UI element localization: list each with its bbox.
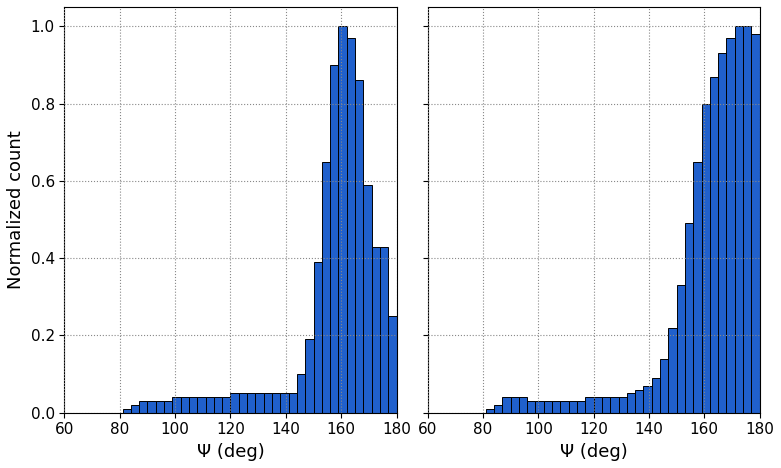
Bar: [577, 401, 585, 413]
Bar: [388, 316, 397, 413]
Bar: [519, 397, 527, 413]
Bar: [651, 378, 660, 413]
Bar: [372, 247, 380, 413]
Bar: [330, 65, 338, 413]
Bar: [743, 26, 751, 413]
Bar: [561, 401, 569, 413]
X-axis label: Ψ (deg): Ψ (deg): [197, 443, 264, 461]
Bar: [148, 401, 155, 413]
Bar: [355, 80, 363, 413]
Bar: [685, 223, 694, 413]
Bar: [594, 397, 602, 413]
Bar: [305, 339, 313, 413]
Bar: [494, 405, 502, 413]
Bar: [552, 401, 561, 413]
Bar: [230, 394, 239, 413]
Bar: [205, 397, 214, 413]
Bar: [222, 397, 230, 413]
Bar: [610, 397, 619, 413]
Bar: [198, 397, 205, 413]
Bar: [131, 405, 139, 413]
Bar: [264, 394, 272, 413]
Y-axis label: Normalized count: Normalized count: [7, 131, 25, 289]
Bar: [627, 394, 635, 413]
Bar: [669, 328, 676, 413]
Bar: [726, 38, 735, 413]
Bar: [322, 161, 330, 413]
Bar: [313, 262, 322, 413]
Bar: [544, 401, 552, 413]
Bar: [486, 409, 494, 413]
Bar: [660, 358, 669, 413]
Bar: [180, 397, 189, 413]
Bar: [139, 401, 148, 413]
Bar: [676, 285, 685, 413]
Bar: [297, 374, 305, 413]
Bar: [363, 185, 372, 413]
Bar: [585, 397, 594, 413]
Bar: [527, 401, 536, 413]
Bar: [247, 394, 255, 413]
Bar: [338, 26, 347, 413]
Bar: [164, 401, 173, 413]
Bar: [155, 401, 164, 413]
Bar: [644, 386, 651, 413]
Bar: [272, 394, 280, 413]
Bar: [718, 53, 726, 413]
Bar: [502, 397, 511, 413]
Bar: [701, 103, 710, 413]
Bar: [173, 397, 180, 413]
Bar: [289, 394, 297, 413]
Bar: [189, 397, 198, 413]
Bar: [380, 247, 388, 413]
Bar: [536, 401, 544, 413]
Bar: [602, 397, 610, 413]
Bar: [123, 409, 131, 413]
Bar: [735, 26, 743, 413]
Bar: [280, 394, 289, 413]
Bar: [255, 394, 264, 413]
Bar: [214, 397, 222, 413]
Bar: [694, 161, 701, 413]
Bar: [751, 34, 760, 413]
Bar: [239, 394, 247, 413]
Bar: [710, 76, 718, 413]
Bar: [619, 397, 627, 413]
Bar: [635, 389, 644, 413]
X-axis label: Ψ (deg): Ψ (deg): [560, 443, 627, 461]
Bar: [511, 397, 519, 413]
Bar: [569, 401, 577, 413]
Bar: [347, 38, 355, 413]
